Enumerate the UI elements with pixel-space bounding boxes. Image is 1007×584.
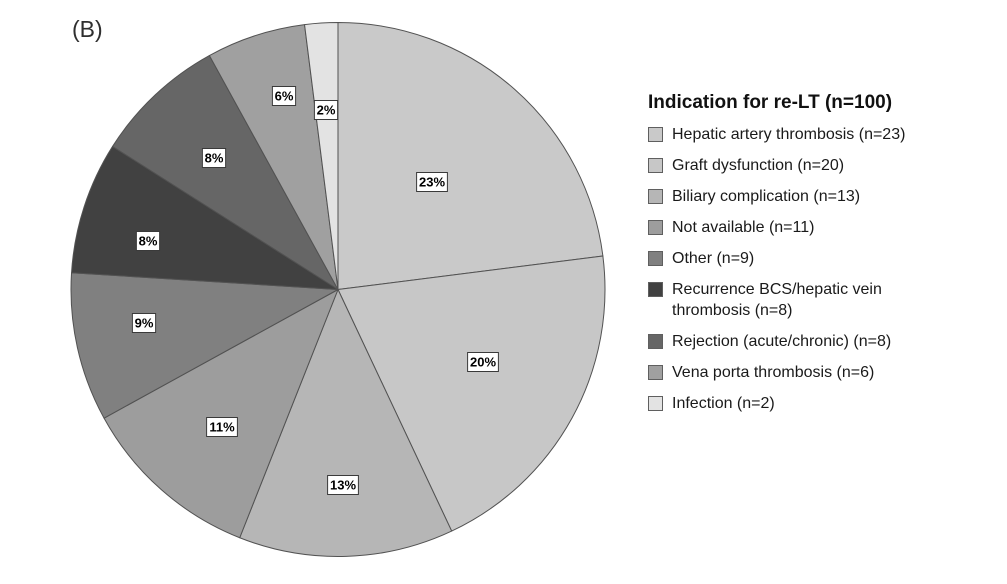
pie-slice-infection	[304, 22, 339, 290]
pie-slice-label-box	[206, 417, 238, 437]
legend-swatch-rejection-acute-chronic	[648, 334, 663, 349]
pie-slice-label: 11%	[209, 420, 235, 435]
pie-slice-label: 6%	[275, 89, 294, 104]
pie-slice-label: 20%	[470, 355, 496, 370]
legend-item-label: Infection (n=2)	[672, 395, 775, 412]
legend-item-label: Vena porta thrombosis (n=6)	[672, 364, 875, 381]
pie-slice-label: 23%	[419, 175, 445, 190]
legend-item-label: Rejection (acute/chronic) (n=8)	[672, 333, 892, 350]
pie-slice-recurrence-bcs-hepatic-vein-thrombosis	[71, 145, 339, 290]
pie-slice-graft-dysfunction	[337, 255, 606, 532]
legend-swatch-recurrence-bcs-hepatic-vein-thrombosis	[648, 282, 663, 297]
pie-slice-label-box	[271, 86, 297, 106]
legend-swatch-hepatic-artery-thrombosis	[648, 127, 663, 142]
legend-item-biliary-complication: Biliary complication (n=13)	[648, 186, 950, 207]
pie-slice-biliary-complication	[239, 289, 453, 557]
pie-slice-other	[70, 272, 339, 419]
legend-swatch-vena-porta-thrombosis	[648, 365, 663, 380]
legend-item-label: Recurrence BCS/hepatic vein thrombosis (…	[672, 281, 882, 319]
legend-item-label: Other (n=9)	[672, 250, 755, 267]
legend-item-label: Biliary complication (n=13)	[672, 188, 861, 205]
legend: Indication for re-LT (n=100) Hepatic art…	[648, 92, 950, 424]
pie-slice-label: 13%	[330, 478, 356, 493]
pie-slice-label: 2%	[317, 103, 336, 118]
legend-item-label: Not available (n=11)	[672, 219, 815, 236]
legend-swatch-infection	[648, 396, 663, 411]
pie-slice-label-box	[135, 231, 161, 251]
legend-item-infection: Infection (n=2)	[648, 393, 950, 414]
pie-slice-label-box	[467, 352, 499, 372]
pie-slice-label-box	[416, 172, 448, 192]
legend-item-other: Other (n=9)	[648, 248, 950, 269]
legend-item-label: Hepatic artery thrombosis (n=23)	[672, 126, 906, 143]
pie-slice-not-available	[103, 289, 339, 539]
legend-title: Indication for re-LT (n=100)	[648, 92, 893, 113]
legend-swatch-graft-dysfunction	[648, 158, 663, 173]
legend-swatch-biliary-complication	[648, 189, 663, 204]
legend-item-recurrence-bcs-hepatic-vein-thrombosis: Recurrence BCS/hepatic vein thrombosis (…	[648, 279, 950, 321]
pie-slice-label-box	[327, 475, 359, 495]
pie-slice-hepatic-artery-thrombosis	[337, 22, 604, 290]
legend-item-hepatic-artery-thrombosis: Hepatic artery thrombosis (n=23)	[648, 124, 950, 145]
pie-slice-label: 9%	[135, 316, 154, 331]
pie-slice-label: 8%	[205, 151, 224, 166]
pie-slice-label-box	[131, 313, 157, 333]
legend-item-vena-porta-thrombosis: Vena porta thrombosis (n=6)	[648, 362, 950, 383]
legend-swatch-not-available	[648, 220, 663, 235]
pie-slice-label: 8%	[139, 234, 158, 249]
legend-swatch-other	[648, 251, 663, 266]
legend-items: Hepatic artery thrombosis (n=23) Graft dy…	[648, 124, 950, 414]
pie-slice-label-box	[313, 100, 339, 120]
legend-item-rejection-acute-chronic: Rejection (acute/chronic) (n=8)	[648, 331, 950, 352]
legend-item-graft-dysfunction: Graft dysfunction (n=20)	[648, 155, 950, 176]
panel-label: (B)	[72, 16, 103, 42]
legend-item-label: Graft dysfunction (n=20)	[672, 157, 845, 174]
pie-slice-label-box	[201, 148, 227, 168]
legend-item-not-available: Not available (n=11)	[648, 217, 950, 238]
pie-slice-rejection-acute-chronic	[112, 55, 339, 290]
